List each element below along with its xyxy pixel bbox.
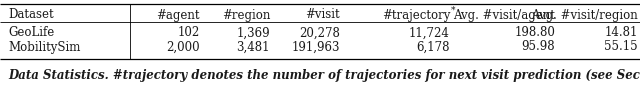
Text: #visit: #visit: [305, 9, 340, 22]
Text: 6,178: 6,178: [417, 40, 450, 53]
Text: 3,481: 3,481: [237, 40, 270, 53]
Text: 20,278: 20,278: [299, 27, 340, 40]
Text: 198.80: 198.80: [514, 27, 555, 40]
Text: #agent: #agent: [157, 9, 200, 22]
Text: 14.81: 14.81: [605, 27, 638, 40]
Text: 11,724: 11,724: [409, 27, 450, 40]
Text: 2,000: 2,000: [166, 40, 200, 53]
Text: GeoLife: GeoLife: [8, 27, 54, 40]
Text: 55.15: 55.15: [604, 40, 638, 53]
Text: Data Statistics. #trajectory denotes the number of trajectories for next visit p: Data Statistics. #trajectory denotes the…: [8, 70, 640, 83]
Text: 95.98: 95.98: [522, 40, 555, 53]
Text: Avg. #visit/region: Avg. #visit/region: [531, 9, 638, 22]
Text: MobilitySim: MobilitySim: [8, 40, 81, 53]
Text: 1,369: 1,369: [236, 27, 270, 40]
Text: *: *: [451, 6, 456, 15]
Text: #region: #region: [221, 9, 270, 22]
Text: 102: 102: [178, 27, 200, 40]
Text: #trajectory: #trajectory: [381, 9, 450, 22]
Text: 191,963: 191,963: [291, 40, 340, 53]
Text: Avg. #visit/agent: Avg. #visit/agent: [453, 9, 555, 22]
Text: Dataset: Dataset: [8, 9, 54, 22]
